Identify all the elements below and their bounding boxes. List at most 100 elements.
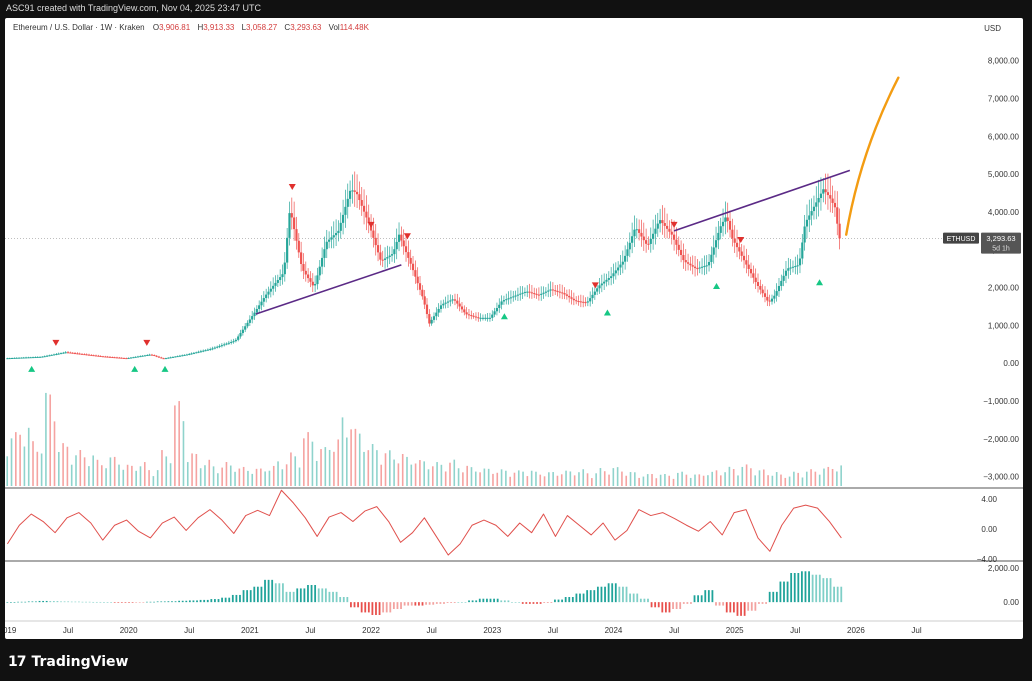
candle-body bbox=[665, 225, 669, 229]
candle-body bbox=[339, 222, 342, 231]
volume-bar bbox=[380, 464, 383, 486]
candle-body bbox=[808, 215, 811, 220]
sell-signal-marker bbox=[737, 236, 745, 243]
histogram-bar bbox=[457, 602, 460, 603]
histogram-bar bbox=[686, 602, 689, 604]
candle-body bbox=[260, 301, 263, 306]
candle-body bbox=[402, 240, 405, 247]
volume-bar bbox=[88, 466, 90, 486]
candle-body bbox=[395, 241, 398, 250]
volume-bar bbox=[113, 456, 116, 486]
histogram-bar bbox=[765, 602, 768, 604]
candle-body bbox=[353, 190, 356, 192]
candle-body bbox=[470, 315, 473, 317]
candle-body bbox=[831, 198, 834, 203]
candle-body bbox=[640, 232, 643, 237]
candle-body bbox=[474, 316, 478, 318]
volume-bar bbox=[358, 433, 361, 486]
histogram-bar bbox=[772, 591, 775, 603]
candle-body bbox=[351, 190, 354, 192]
histogram-bar bbox=[131, 602, 134, 603]
candle-body bbox=[586, 301, 589, 303]
histogram-bar bbox=[63, 601, 66, 603]
candle-body bbox=[113, 357, 116, 359]
candle-body bbox=[118, 357, 121, 359]
chart-area[interactable]: Ethereum / U.S. Dollar · 1W · Kraken O3,… bbox=[5, 18, 1023, 639]
candle-body bbox=[663, 223, 666, 226]
candle-body bbox=[633, 229, 636, 237]
volume-bar bbox=[49, 394, 52, 486]
histogram-bar bbox=[500, 600, 503, 603]
histogram-bar bbox=[88, 601, 91, 603]
volume-bar bbox=[96, 459, 99, 486]
candle-body bbox=[171, 356, 175, 358]
candle-body bbox=[197, 351, 200, 353]
histogram-bar bbox=[199, 599, 202, 603]
histogram-bar bbox=[729, 602, 732, 613]
histogram-bar bbox=[822, 578, 825, 603]
time-axis-tick: Jul bbox=[911, 626, 921, 635]
candle-body bbox=[300, 252, 303, 265]
candle-body bbox=[493, 311, 496, 315]
histogram-bar bbox=[715, 602, 717, 606]
volume-bar bbox=[260, 468, 262, 486]
candle-body bbox=[397, 234, 401, 242]
candle-body bbox=[407, 252, 410, 258]
price-tag: ETHUSD 3,293.63 5d 1h bbox=[943, 232, 1021, 254]
volume-label: Vol bbox=[328, 23, 340, 32]
volume-bar bbox=[444, 471, 447, 486]
candle-body bbox=[290, 213, 293, 218]
candle-body bbox=[83, 354, 86, 356]
histogram-bar bbox=[264, 579, 266, 603]
histogram-bar bbox=[754, 602, 757, 611]
histogram-bar bbox=[571, 597, 574, 603]
candle-body bbox=[791, 266, 795, 268]
volume-bar bbox=[277, 461, 279, 486]
histogram-bar bbox=[568, 597, 571, 603]
histogram-bar bbox=[360, 602, 363, 613]
candle-body bbox=[430, 319, 433, 324]
histogram-bar bbox=[389, 602, 392, 613]
candle-body bbox=[148, 354, 151, 356]
volume-bar bbox=[303, 438, 305, 486]
chart-svg[interactable]: 8,000.00 7,000.00 6,000.00 5,000.00 4,000.00… bbox=[5, 18, 1023, 639]
oscillator-axis-tick: 0.00 bbox=[981, 525, 997, 534]
candle-body bbox=[55, 353, 58, 355]
histogram-bar bbox=[17, 601, 19, 603]
volume-bar bbox=[234, 471, 236, 486]
candle-body bbox=[826, 192, 830, 196]
volume-bar bbox=[440, 464, 443, 486]
volume-bar bbox=[767, 475, 769, 486]
histogram-bar bbox=[815, 574, 818, 603]
candle-body bbox=[505, 299, 508, 301]
candle-body bbox=[742, 255, 746, 261]
histogram-bar bbox=[743, 602, 746, 616]
histogram-bar bbox=[579, 593, 581, 603]
candle-body bbox=[106, 356, 109, 358]
histogram-bar bbox=[550, 602, 553, 603]
histogram-bar bbox=[185, 600, 188, 603]
candle-body bbox=[780, 280, 783, 286]
candle-body bbox=[199, 351, 202, 353]
histogram-bar bbox=[775, 591, 778, 603]
candle-body bbox=[652, 233, 655, 239]
volume-bar bbox=[638, 477, 640, 486]
histogram-bar bbox=[804, 571, 807, 603]
candle-body bbox=[348, 190, 352, 199]
candle-body bbox=[8, 358, 11, 360]
candle-body bbox=[526, 291, 529, 293]
candle-body bbox=[656, 223, 659, 229]
candle-body bbox=[647, 243, 650, 245]
candle-body bbox=[80, 353, 84, 355]
volume-bar bbox=[720, 475, 722, 486]
histogram-bar bbox=[554, 599, 556, 603]
candle-body bbox=[747, 264, 750, 269]
volume-bar bbox=[251, 473, 254, 486]
candle-body bbox=[619, 264, 622, 268]
volume-bar bbox=[659, 474, 662, 486]
volume-bar bbox=[762, 469, 765, 486]
time-axis-tick: Jul bbox=[669, 626, 679, 635]
time-axis-tick: 2023 bbox=[483, 626, 501, 635]
candle-body bbox=[551, 289, 554, 291]
histogram-bar bbox=[249, 590, 252, 603]
